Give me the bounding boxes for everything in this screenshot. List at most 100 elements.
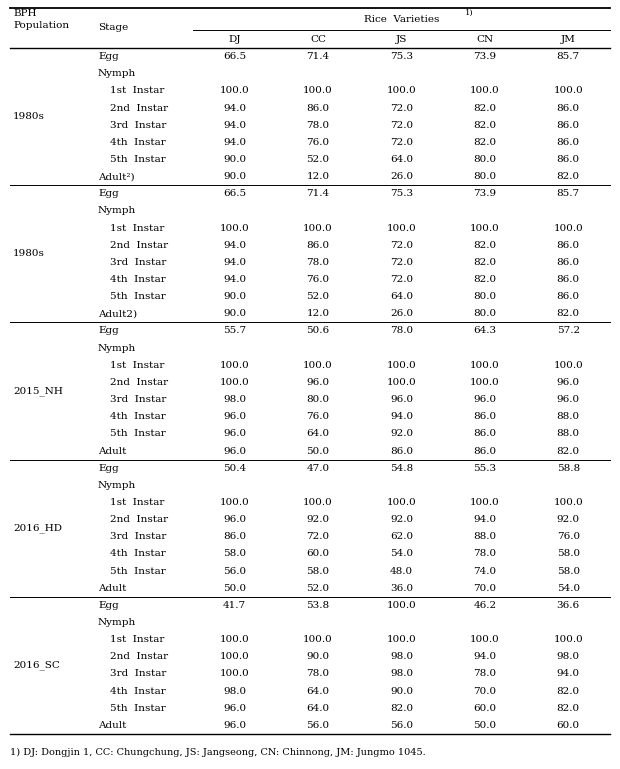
Text: 52.0: 52.0 — [306, 155, 330, 164]
Text: 96.0: 96.0 — [557, 378, 580, 387]
Text: 58.0: 58.0 — [223, 549, 246, 558]
Text: 98.0: 98.0 — [223, 687, 246, 696]
Text: Egg: Egg — [98, 601, 119, 610]
Text: 92.0: 92.0 — [306, 515, 330, 524]
Text: Population: Population — [13, 22, 69, 31]
Text: 73.9: 73.9 — [473, 52, 497, 61]
Text: 88.0: 88.0 — [557, 412, 580, 421]
Text: 71.4: 71.4 — [306, 189, 330, 198]
Text: 80.0: 80.0 — [306, 395, 330, 404]
Text: 75.3: 75.3 — [390, 189, 413, 198]
Text: 76.0: 76.0 — [306, 138, 330, 147]
Text: 96.0: 96.0 — [223, 515, 246, 524]
Text: 100.0: 100.0 — [470, 635, 500, 644]
Text: 76.0: 76.0 — [306, 412, 330, 421]
Text: 100.0: 100.0 — [470, 224, 500, 232]
Text: 82.0: 82.0 — [390, 704, 413, 713]
Text: 50.6: 50.6 — [306, 327, 330, 335]
Text: 72.0: 72.0 — [390, 241, 413, 250]
Text: 80.0: 80.0 — [473, 309, 497, 318]
Text: 86.0: 86.0 — [557, 275, 580, 284]
Text: 46.2: 46.2 — [473, 601, 497, 610]
Text: JM: JM — [561, 35, 576, 44]
Text: 86.0: 86.0 — [557, 241, 580, 250]
Text: 53.8: 53.8 — [306, 601, 330, 610]
Text: 60.0: 60.0 — [306, 549, 330, 558]
Text: 36.6: 36.6 — [557, 601, 580, 610]
Text: 82.0: 82.0 — [557, 687, 580, 696]
Text: 1980s: 1980s — [13, 249, 45, 258]
Text: 1st  Instar: 1st Instar — [110, 635, 164, 644]
Text: Nymph: Nymph — [98, 618, 136, 627]
Text: 2016_SC: 2016_SC — [13, 661, 60, 671]
Text: 4th  Instar: 4th Instar — [110, 275, 166, 284]
Text: 64.0: 64.0 — [306, 429, 330, 438]
Text: 90.0: 90.0 — [306, 652, 330, 661]
Text: 96.0: 96.0 — [473, 395, 497, 404]
Text: 100.0: 100.0 — [387, 86, 417, 95]
Text: 2016_HD: 2016_HD — [13, 524, 62, 533]
Text: 5th  Instar: 5th Instar — [110, 567, 166, 575]
Text: 100.0: 100.0 — [470, 361, 500, 370]
Text: 66.5: 66.5 — [223, 189, 246, 198]
Text: CC: CC — [310, 35, 326, 44]
Text: 1) DJ: Dongjin 1, CC: Chungchung, JS: Jangseong, CN: Chinnong, JM: Jungmo 1045.: 1) DJ: Dongjin 1, CC: Chungchung, JS: Ja… — [10, 747, 426, 757]
Text: 73.9: 73.9 — [473, 189, 497, 198]
Text: 75.3: 75.3 — [390, 52, 413, 61]
Text: 82.0: 82.0 — [557, 309, 580, 318]
Text: 90.0: 90.0 — [223, 155, 246, 164]
Text: 5th  Instar: 5th Instar — [110, 704, 166, 713]
Text: 57.2: 57.2 — [557, 327, 580, 335]
Text: 100.0: 100.0 — [220, 635, 250, 644]
Text: 100.0: 100.0 — [470, 86, 500, 95]
Text: 96.0: 96.0 — [223, 429, 246, 438]
Text: 52.0: 52.0 — [306, 584, 330, 593]
Text: 86.0: 86.0 — [306, 241, 330, 250]
Text: 3rd  Instar: 3rd Instar — [110, 670, 166, 678]
Text: 86.0: 86.0 — [557, 155, 580, 164]
Text: 82.0: 82.0 — [557, 172, 580, 181]
Text: 2015_NH: 2015_NH — [13, 386, 63, 396]
Text: 26.0: 26.0 — [390, 309, 413, 318]
Text: 4th  Instar: 4th Instar — [110, 687, 166, 696]
Text: Nymph: Nymph — [98, 344, 136, 353]
Text: Adult2): Adult2) — [98, 309, 137, 318]
Text: 2nd  Instar: 2nd Instar — [110, 652, 168, 661]
Text: 100.0: 100.0 — [470, 378, 500, 387]
Text: 74.0: 74.0 — [473, 567, 497, 575]
Text: 78.0: 78.0 — [306, 121, 330, 130]
Text: 64.0: 64.0 — [306, 704, 330, 713]
Text: Adult²): Adult²) — [98, 172, 135, 181]
Text: 3rd  Instar: 3rd Instar — [110, 395, 166, 404]
Text: CN: CN — [476, 35, 494, 44]
Text: Egg: Egg — [98, 464, 119, 473]
Text: 71.4: 71.4 — [306, 52, 330, 61]
Text: 47.0: 47.0 — [306, 464, 330, 473]
Text: Nymph: Nymph — [98, 481, 136, 490]
Text: 3rd  Instar: 3rd Instar — [110, 532, 166, 541]
Text: 86.0: 86.0 — [557, 138, 580, 147]
Text: 82.0: 82.0 — [473, 275, 497, 284]
Text: 58.8: 58.8 — [557, 464, 580, 473]
Text: 90.0: 90.0 — [223, 172, 246, 181]
Text: 2nd  Instar: 2nd Instar — [110, 515, 168, 524]
Text: 54.0: 54.0 — [557, 584, 580, 593]
Text: 96.0: 96.0 — [223, 412, 246, 421]
Text: 94.0: 94.0 — [223, 275, 246, 284]
Text: 86.0: 86.0 — [306, 104, 330, 112]
Text: 100.0: 100.0 — [220, 670, 250, 678]
Text: 50.0: 50.0 — [223, 584, 246, 593]
Text: 100.0: 100.0 — [554, 361, 583, 370]
Text: 72.0: 72.0 — [390, 258, 413, 267]
Text: 100.0: 100.0 — [387, 601, 417, 610]
Text: 72.0: 72.0 — [306, 532, 330, 541]
Text: 94.0: 94.0 — [223, 241, 246, 250]
Text: 55.7: 55.7 — [223, 327, 246, 335]
Text: 100.0: 100.0 — [387, 361, 417, 370]
Text: 78.0: 78.0 — [473, 549, 497, 558]
Text: 1st  Instar: 1st Instar — [110, 86, 164, 95]
Text: 88.0: 88.0 — [473, 532, 497, 541]
Text: 36.0: 36.0 — [390, 584, 413, 593]
Text: 100.0: 100.0 — [387, 498, 417, 507]
Text: BPH: BPH — [13, 9, 37, 18]
